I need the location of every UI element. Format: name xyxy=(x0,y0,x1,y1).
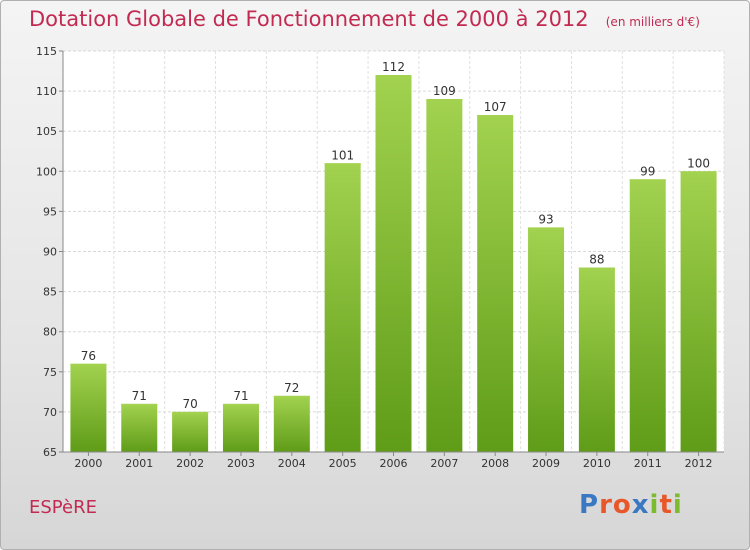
x-tick-label: 2005 xyxy=(329,457,357,470)
bar-highlight xyxy=(70,363,107,366)
bar-value-label: 109 xyxy=(433,84,456,98)
bar-highlight xyxy=(426,99,463,102)
logo-letter: i xyxy=(672,490,683,520)
bar-value-label: 76 xyxy=(81,349,96,363)
bar-value-label: 99 xyxy=(640,164,655,178)
bar-highlight xyxy=(680,171,717,174)
bar-highlight xyxy=(629,179,666,182)
bar-highlight xyxy=(222,403,259,406)
bar-value-label: 100 xyxy=(687,156,710,170)
y-tick-label: 80 xyxy=(43,326,57,339)
bar-value-label: 71 xyxy=(233,389,248,403)
x-tick-label: 2000 xyxy=(74,457,102,470)
bar-highlight xyxy=(324,163,361,166)
bar xyxy=(70,363,107,452)
y-tick-label: 110 xyxy=(36,85,57,98)
x-tick-label: 2003 xyxy=(227,457,255,470)
y-tick-label: 100 xyxy=(36,165,57,178)
bar-value-label: 101 xyxy=(331,148,354,162)
logo-letter: P xyxy=(579,490,600,520)
bar xyxy=(222,403,259,452)
bar-highlight xyxy=(528,227,565,230)
bar-highlight xyxy=(172,411,209,414)
bar-value-label: 70 xyxy=(182,397,197,411)
x-tick-label: 2008 xyxy=(481,457,509,470)
bar-value-label: 107 xyxy=(484,100,507,114)
bar xyxy=(273,395,310,452)
bar xyxy=(528,227,565,452)
logo-letter: o xyxy=(612,490,632,520)
x-tick-label: 2001 xyxy=(125,457,153,470)
bar-value-label: 93 xyxy=(538,212,553,226)
x-tick-label: 2007 xyxy=(430,457,458,470)
x-tick-label: 2004 xyxy=(278,457,306,470)
x-tick-label: 2006 xyxy=(380,457,408,470)
axes: 65 70 75 80 85 90 95 100 105 110 115 2000 2001 2002 20… xyxy=(36,45,724,470)
chart-subtitle: (en milliers d'€) xyxy=(605,15,700,29)
x-tick-label: 2011 xyxy=(634,457,662,470)
commune-name: ESPèRE xyxy=(29,497,97,518)
bar xyxy=(477,115,514,452)
y-tick-label: 90 xyxy=(43,246,57,259)
y-tick-label: 85 xyxy=(43,286,57,299)
bar xyxy=(172,411,209,452)
bar-highlight xyxy=(121,403,158,406)
title-block: Dotation Globale de Fonctionnement de 20… xyxy=(29,7,700,31)
bar-highlight xyxy=(375,75,412,78)
y-tick-label: 105 xyxy=(36,125,57,138)
bar-highlight xyxy=(578,267,615,270)
x-tick-label: 2012 xyxy=(685,457,713,470)
chart-title: Dotation Globale de Fonctionnement de 20… xyxy=(29,7,589,31)
x-tick-label: 2002 xyxy=(176,457,204,470)
bar-value-label: 72 xyxy=(284,381,299,395)
bar xyxy=(578,267,615,452)
bar-highlight xyxy=(477,115,514,118)
bar xyxy=(324,163,361,452)
bar-value-label: 88 xyxy=(589,253,604,267)
bar xyxy=(680,171,717,453)
bar xyxy=(629,179,666,452)
y-tick-label: 65 xyxy=(43,446,57,459)
y-tick-label: 70 xyxy=(43,406,57,419)
logo-letter: r xyxy=(599,490,613,520)
bars: 76 71 70 71 72 101 112 109 107 93 88 99 100 xyxy=(70,60,717,453)
bar-highlight xyxy=(273,395,310,398)
y-tick-label: 115 xyxy=(36,45,57,58)
proxiti-logo[interactable]: Proxiti xyxy=(579,490,683,520)
bar xyxy=(121,403,158,452)
bar xyxy=(426,99,463,453)
bar-value-label: 112 xyxy=(382,60,405,74)
bar-value-label: 71 xyxy=(132,389,147,403)
bar xyxy=(375,75,412,452)
x-tick-label: 2010 xyxy=(583,457,611,470)
logo-letter: i xyxy=(649,490,660,520)
y-tick-label: 95 xyxy=(43,205,57,218)
logo-letter: t xyxy=(659,490,673,520)
x-tick-label: 2009 xyxy=(532,457,560,470)
y-tick-label: 75 xyxy=(43,366,57,379)
logo-letter: x xyxy=(631,490,650,520)
